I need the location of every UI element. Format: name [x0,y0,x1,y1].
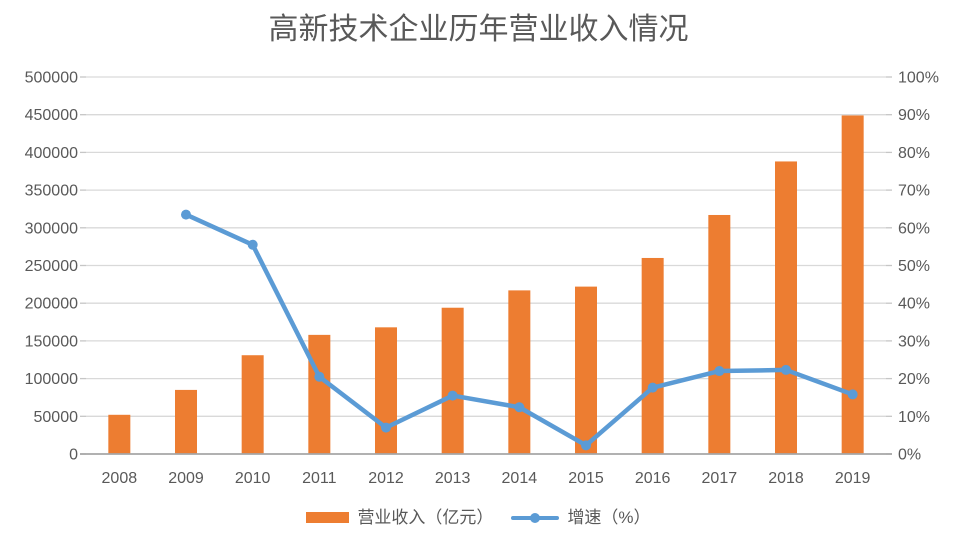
x-axis-tick-label: 2017 [702,470,738,487]
revenue-bar [508,290,531,454]
growth-line-marker [181,209,191,220]
growth-line-marker [847,389,858,400]
x-axis-tick-label: 2011 [302,470,337,487]
growth-line-marker [381,422,391,433]
legend-label-growth: 增速（%） [567,508,651,527]
right-axis-tick-label: 40% [898,296,930,313]
legend-item-revenue: 营业收入（亿元） [306,509,493,526]
growth-line-marker [447,390,458,401]
right-axis-tick-label: 20% [898,371,930,388]
growth-line-marker [314,371,325,382]
growth-line-marker [581,440,591,451]
revenue-bar [641,257,664,454]
x-axis-tick-label: 2015 [568,470,604,487]
left-axis-tick-label: 50000 [34,409,79,426]
x-axis-tick-label: 2013 [435,470,471,487]
x-axis-tick-label: 2009 [168,470,204,487]
chart-title: 高新技术企业历年营业收入情况 [268,13,689,46]
revenue-bar [441,307,464,454]
revenue-bar [375,327,397,454]
left-axis-tick-label: 400000 [25,145,78,162]
right-axis-tick-label: 80% [898,145,930,162]
left-axis-tick-label: 500000 [25,70,78,87]
left-axis-tick-label: 300000 [25,220,78,237]
revenue-bar [241,355,264,454]
growth-line-marker [714,366,725,377]
left-axis-tick-label: 150000 [25,333,78,350]
right-axis-tick-label: 60% [898,220,930,237]
legend-item-growth: 增速（%） [511,508,651,527]
revenue-bar [108,414,131,454]
x-axis-tick-label: 2010 [235,470,271,487]
left-axis-tick-label: 250000 [25,258,78,275]
right-axis-tick-label: 100% [898,70,939,87]
right-axis-tick-label: 70% [898,183,930,200]
revenue-bar [775,161,797,454]
left-axis-tick-label: 0 [69,447,78,464]
right-axis-tick-label: 0% [898,447,921,464]
left-axis-tick-label: 350000 [25,183,78,200]
right-axis-tick-label: 90% [898,107,930,124]
growth-line-marker [647,382,658,393]
right-axis-tick-label: 30% [898,333,930,350]
revenue-bar [175,389,197,454]
left-axis-tick-label: 450000 [25,107,78,124]
revenue-bar [841,115,864,454]
revenue-bar [308,334,331,454]
growth-swatch [511,512,560,524]
x-axis-tick-label: 2014 [502,470,538,487]
growth-line-marker [514,402,525,413]
right-axis-tick-label: 10% [898,409,930,426]
growth-swatch-dot [530,512,541,523]
x-axis-tick-label: 2016 [635,470,671,487]
legend: 营业收入（亿元） 增速（%） [0,509,957,526]
x-axis-tick-label: 2018 [768,470,804,487]
x-axis-tick-label: 2012 [368,470,404,487]
growth-line-marker [781,364,791,375]
left-axis-tick-label: 100000 [25,371,78,388]
growth-line-marker [247,239,258,250]
left-axis-tick-label: 200000 [25,296,78,313]
right-axis-tick-label: 50% [898,258,930,275]
x-axis-tick-label: 2008 [102,470,138,487]
revenue-bar [708,214,731,454]
x-axis-tick-label: 2019 [835,470,871,487]
revenue-bar [575,286,597,454]
legend-label-revenue: 营业收入（亿元） [357,508,494,527]
revenue-swatch [306,512,350,523]
